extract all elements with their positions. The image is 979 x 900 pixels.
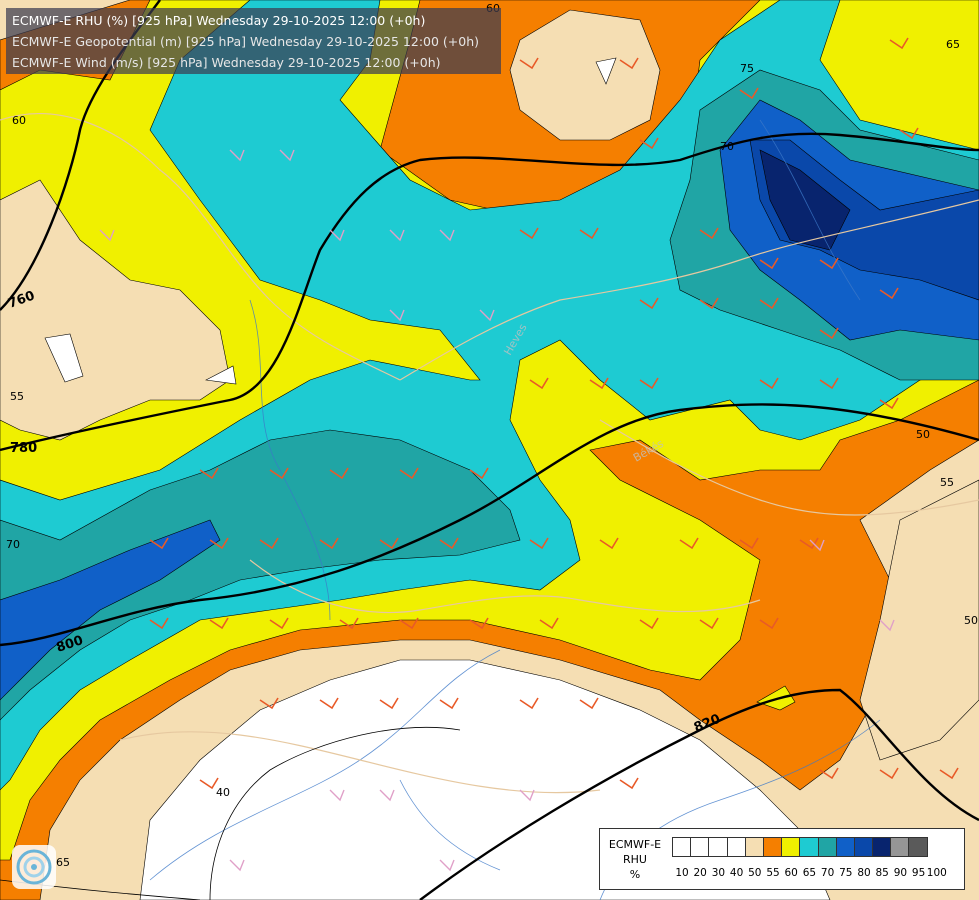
- legend-tick-label: 10: [675, 867, 689, 879]
- legend-swatches: [672, 837, 928, 857]
- rhu-legend: ECMWF-E RHU % 10 20 30 40 50 55 60 65 70 75 80 85 90…: [599, 828, 965, 890]
- legend-swatch: [853, 837, 874, 857]
- svg-text:50: 50: [964, 614, 978, 627]
- legend-tick-label: 65: [802, 867, 817, 879]
- legend-swatch: [672, 837, 692, 857]
- logo: [12, 845, 56, 889]
- legend-tick-label: 50: [748, 867, 762, 879]
- svg-text:60: 60: [12, 114, 26, 127]
- rhu-band-75-w: [0, 519, 221, 701]
- svg-text:55: 55: [10, 390, 24, 403]
- svg-text:40: 40: [216, 786, 230, 799]
- rhu-white-pocket-2: [205, 365, 237, 385]
- isoline-800: [0, 403, 979, 647]
- legend-swatch: [908, 837, 928, 857]
- legend-swatch: [690, 837, 710, 857]
- legend-tick-label: 60: [784, 867, 798, 879]
- legend-swatch: [744, 837, 764, 857]
- legend-title: ECMWF-E RHU %: [604, 837, 666, 882]
- legend-swatch: [817, 837, 837, 857]
- wind-barbs-light: [99, 149, 895, 872]
- svg-text:75: 75: [740, 62, 754, 75]
- rhu-white-pocket-3: [595, 57, 617, 85]
- legend-tick-label: 100: [926, 867, 947, 879]
- legend-tick-label: 85: [875, 867, 889, 879]
- title-geopotential: ECMWF-E Geopotential (m) [925 hPa] Wedne…: [12, 34, 480, 49]
- svg-text:780: 780: [10, 441, 37, 456]
- isoline-780: [0, 132, 979, 452]
- legend-swatch: [762, 837, 783, 857]
- svg-text:65: 65: [56, 856, 70, 869]
- legend-tick-label: 70: [820, 867, 835, 879]
- legend-swatch: [781, 837, 801, 857]
- legend-swatch: [890, 837, 910, 857]
- svg-text:70: 70: [720, 140, 734, 153]
- legend-tick-label: 90: [893, 867, 908, 879]
- legend-title-unit: %: [629, 868, 641, 881]
- legend-swatch: [835, 837, 855, 857]
- borders: [0, 113, 979, 794]
- map-title-panel: ECMWF-E RHU (%) [925 hPa] Wednesday 29-1…: [6, 8, 501, 74]
- title-rhu: ECMWF-E RHU (%) [925 hPa] Wednesday 29-1…: [12, 13, 426, 28]
- legend-tick-label: 55: [766, 867, 780, 879]
- rhu-band-50-e: [859, 479, 979, 761]
- legend-title-model: ECMWF-E: [608, 838, 662, 851]
- rhu-band-50-nw: [0, 179, 231, 441]
- legend-tick-label: 40: [729, 867, 744, 879]
- legend-swatch: [799, 837, 819, 857]
- wind-barbs: [29, 37, 959, 870]
- svg-text:50: 50: [916, 428, 930, 441]
- svg-text:55: 55: [940, 476, 954, 489]
- legend-tick-label: 75: [839, 867, 853, 879]
- rhu-band-70: [0, 429, 521, 721]
- logo-swirl-icon: [16, 849, 52, 885]
- title-wind: ECMWF-E Wind (m/s) [925 hPa] Wednesday 2…: [12, 55, 441, 70]
- legend-tick-label: 95: [911, 867, 926, 879]
- rhu-band-50-n: [509, 9, 661, 141]
- legend-tick-label: 30: [711, 867, 726, 879]
- svg-text:65: 65: [946, 38, 960, 51]
- legend-tick-label: 20: [693, 867, 707, 879]
- svg-text:70: 70: [6, 538, 20, 551]
- legend-tick-label: 80: [857, 867, 871, 879]
- legend-swatch: [708, 837, 728, 857]
- rhu-white-pocket-1: [44, 333, 84, 383]
- legend-title-param: RHU: [623, 853, 647, 866]
- legend-swatch: [726, 837, 746, 857]
- isoline-820: [419, 688, 979, 900]
- legend-swatch: [872, 837, 892, 857]
